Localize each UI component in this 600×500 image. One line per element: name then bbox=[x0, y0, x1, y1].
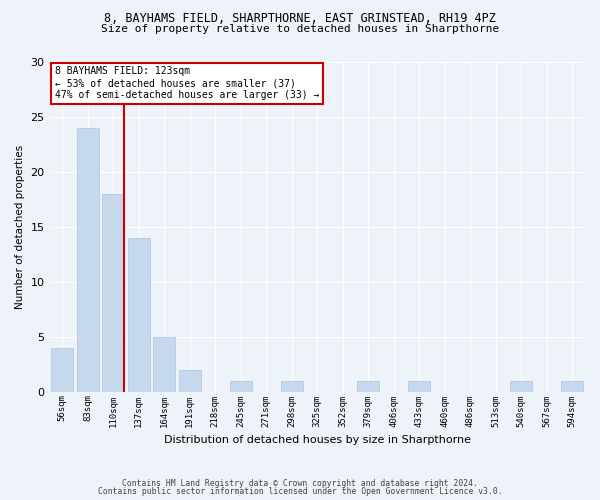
Bar bbox=[77, 128, 98, 392]
Bar bbox=[103, 194, 124, 392]
Text: 8 BAYHAMS FIELD: 123sqm
← 53% of detached houses are smaller (37)
47% of semi-de: 8 BAYHAMS FIELD: 123sqm ← 53% of detache… bbox=[55, 66, 319, 100]
Bar bbox=[511, 380, 532, 392]
Text: Contains HM Land Registry data © Crown copyright and database right 2024.: Contains HM Land Registry data © Crown c… bbox=[122, 478, 478, 488]
Y-axis label: Number of detached properties: Number of detached properties bbox=[15, 144, 25, 308]
X-axis label: Distribution of detached houses by size in Sharpthorne: Distribution of detached houses by size … bbox=[164, 435, 471, 445]
Bar bbox=[358, 380, 379, 392]
Bar bbox=[562, 380, 583, 392]
Bar bbox=[179, 370, 200, 392]
Text: 8, BAYHAMS FIELD, SHARPTHORNE, EAST GRINSTEAD, RH19 4PZ: 8, BAYHAMS FIELD, SHARPTHORNE, EAST GRIN… bbox=[104, 12, 496, 26]
Bar bbox=[154, 336, 175, 392]
Text: Contains public sector information licensed under the Open Government Licence v3: Contains public sector information licen… bbox=[98, 487, 502, 496]
Bar bbox=[281, 380, 302, 392]
Bar bbox=[128, 238, 149, 392]
Text: Size of property relative to detached houses in Sharpthorne: Size of property relative to detached ho… bbox=[101, 24, 499, 34]
Bar bbox=[409, 380, 430, 392]
Bar bbox=[230, 380, 251, 392]
Bar bbox=[52, 348, 73, 392]
